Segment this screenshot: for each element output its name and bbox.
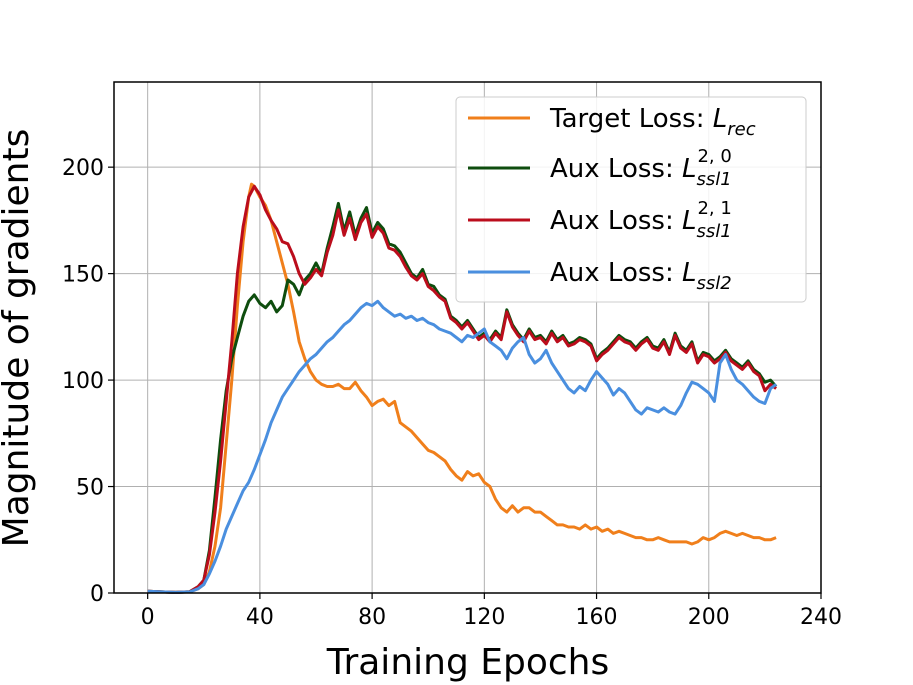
series-line-aux-loss-ssl2	[147, 299, 778, 594]
legend-superscript: 2, 1	[697, 198, 731, 219]
x-tick-label: 200	[688, 605, 730, 630]
y-axis-label: Magnitude of gradients	[0, 129, 37, 548]
y-tick-label: 50	[76, 476, 104, 501]
x-tick-label: 40	[246, 605, 274, 630]
x-tick-label: 160	[576, 605, 618, 630]
axis-ticks: 0 40 80 120 160 200 240 0 50 100 150 200	[62, 156, 842, 630]
legend-label: Aux Loss: Lssl1	[550, 206, 732, 242]
series-lines	[147, 182, 778, 594]
y-tick-label: 200	[62, 156, 104, 181]
y-tick-label: 150	[62, 263, 104, 288]
legend-box	[455, 96, 807, 303]
legend-item: Aux Loss: Lssl2	[468, 258, 732, 294]
x-tick-label: 80	[358, 605, 386, 630]
x-tick-label: 0	[141, 605, 155, 630]
plot-frame	[113, 81, 822, 594]
x-tick-label: 240	[800, 605, 842, 630]
legend-label: Aux Loss: Lssl1	[550, 154, 732, 190]
y-tick-label: 0	[90, 582, 104, 607]
legend-item: Target Loss: Lrec	[468, 104, 756, 140]
legend-label: Target Loss: Lrec	[549, 104, 756, 140]
y-tick-label: 100	[62, 369, 104, 394]
x-tick-label: 120	[463, 605, 505, 630]
legend-label: Aux Loss: Lssl2	[550, 258, 732, 294]
legend-superscript: 2, 0	[697, 146, 731, 167]
x-axis-label: Training Epochs	[326, 642, 609, 683]
